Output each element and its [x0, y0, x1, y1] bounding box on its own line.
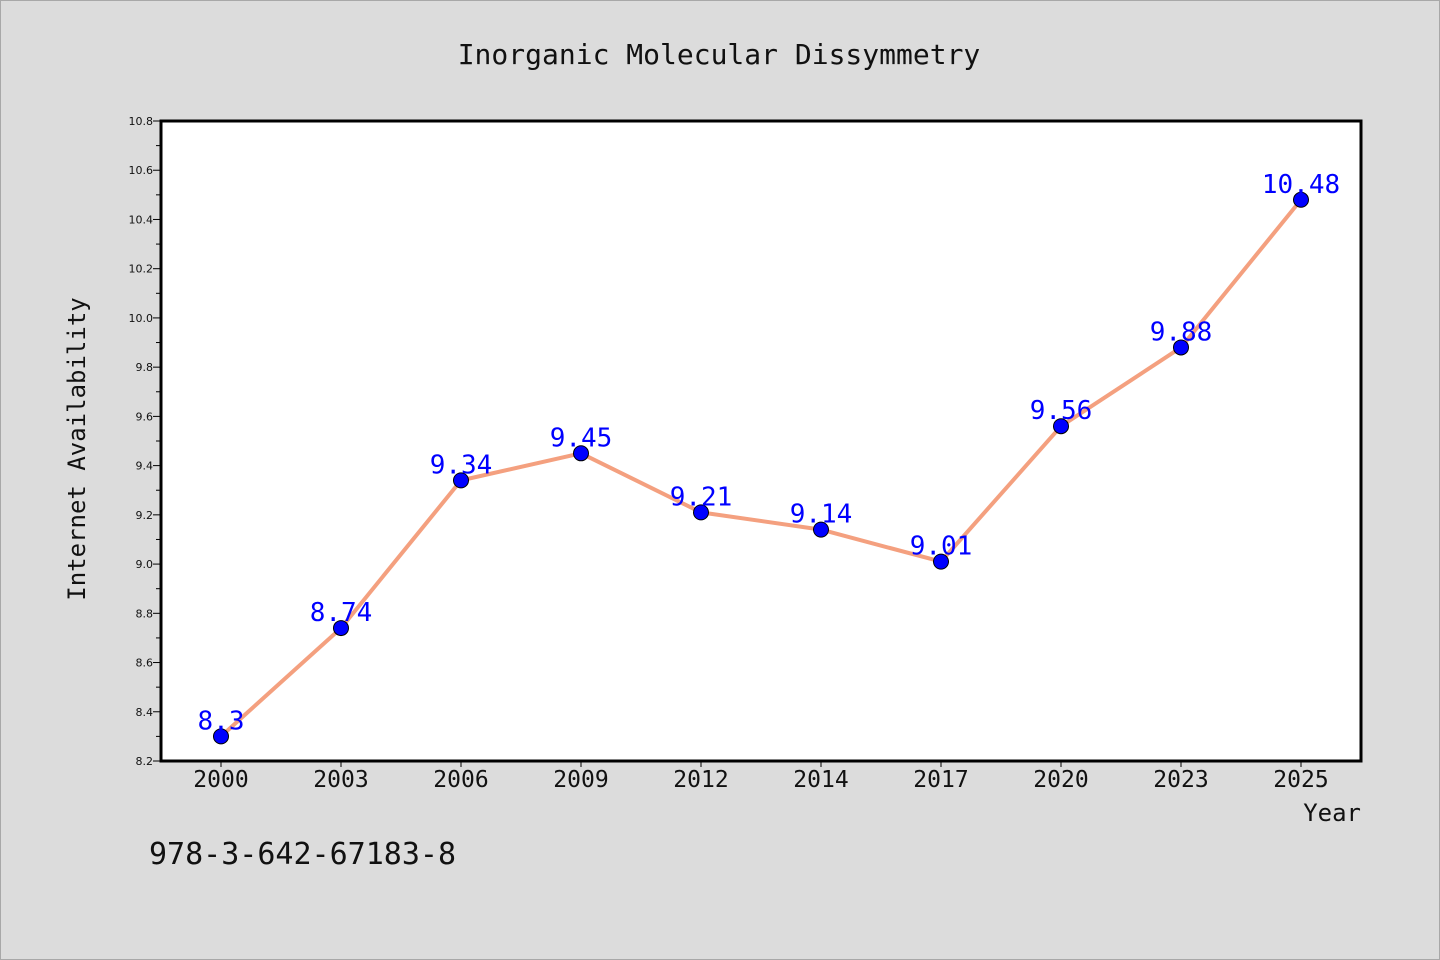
y-tick-label: 10.0 — [129, 312, 154, 325]
data-point — [693, 504, 709, 521]
x-tick-label: 2020 — [1033, 767, 1088, 793]
data-point — [213, 728, 229, 745]
x-tick-label: 2025 — [1273, 767, 1328, 793]
isbn-text: 978-3-642-67183-8 — [149, 837, 456, 872]
y-tick-label: 9.4 — [136, 460, 154, 473]
y-tick-label: 8.2 — [136, 755, 154, 768]
data-labels: 8.3 8.74 9.34 9.45 9.21 9.14 9.01 9.56 9.88 10.48 — [198, 170, 1341, 737]
series-line — [219, 197, 1303, 739]
data-label: 9.56 — [1030, 396, 1093, 426]
data-point — [573, 445, 589, 462]
x-tick-label: 2006 — [433, 767, 488, 793]
data-point — [453, 472, 469, 489]
x-tick-label: 2009 — [553, 767, 608, 793]
data-label: 9.21 — [670, 482, 733, 512]
y-tick-label: 10.8 — [129, 115, 154, 128]
data-label: 8.74 — [310, 598, 373, 628]
y-tick-label: 9.2 — [136, 509, 154, 522]
x-tick-label: 2003 — [313, 767, 368, 793]
chart-title: Inorganic Molecular Dissymmetry — [458, 38, 981, 71]
data-label: 9.34 — [430, 450, 493, 480]
data-point — [1293, 191, 1309, 208]
x-tick-label: 2000 — [193, 767, 248, 793]
y-tick-label: 10.6 — [129, 164, 154, 177]
x-tick-label: 2014 — [793, 767, 848, 793]
y-tick-label: 9.6 — [136, 410, 154, 423]
data-label: 8.3 — [198, 706, 245, 736]
y-axis-label: Internet Availability — [63, 297, 91, 600]
x-axis-label: Year — [1303, 799, 1361, 827]
y-tick-label: 8.4 — [136, 706, 154, 719]
y-tick-label: 10.4 — [129, 213, 154, 226]
x-tick-label: 2017 — [913, 767, 968, 793]
data-point — [933, 553, 949, 570]
y-tick-label: 8.8 — [136, 607, 154, 620]
data-point — [813, 521, 829, 538]
y-tick-label: 8.6 — [136, 657, 154, 670]
x-axis: 2000 2003 2006 2009 2012 2014 2017 2020 2023 2025 — [193, 761, 1329, 793]
x-tick-label: 2023 — [1153, 767, 1208, 793]
y-tick-label: 10.2 — [129, 263, 154, 276]
x-tick-label: 2012 — [673, 767, 728, 793]
data-label: 9.45 — [550, 423, 613, 453]
data-label: 9.88 — [1150, 317, 1213, 347]
data-label: 10.48 — [1262, 170, 1340, 200]
data-point — [333, 620, 349, 637]
data-label: 9.01 — [910, 532, 973, 562]
y-tick-label: 9.0 — [136, 558, 154, 571]
plot-area — [159, 119, 1363, 763]
y-tick-label: 9.8 — [136, 361, 154, 374]
data-point — [1053, 418, 1069, 435]
data-label: 9.14 — [790, 500, 853, 530]
data-point — [1173, 339, 1189, 356]
y-axis: 8.2 8.4 8.6 8.8 9.0 9.2 9.4 9.6 9.8 10.0 10.2 10.4 1… — [129, 115, 161, 768]
series-layer — [213, 191, 1309, 745]
